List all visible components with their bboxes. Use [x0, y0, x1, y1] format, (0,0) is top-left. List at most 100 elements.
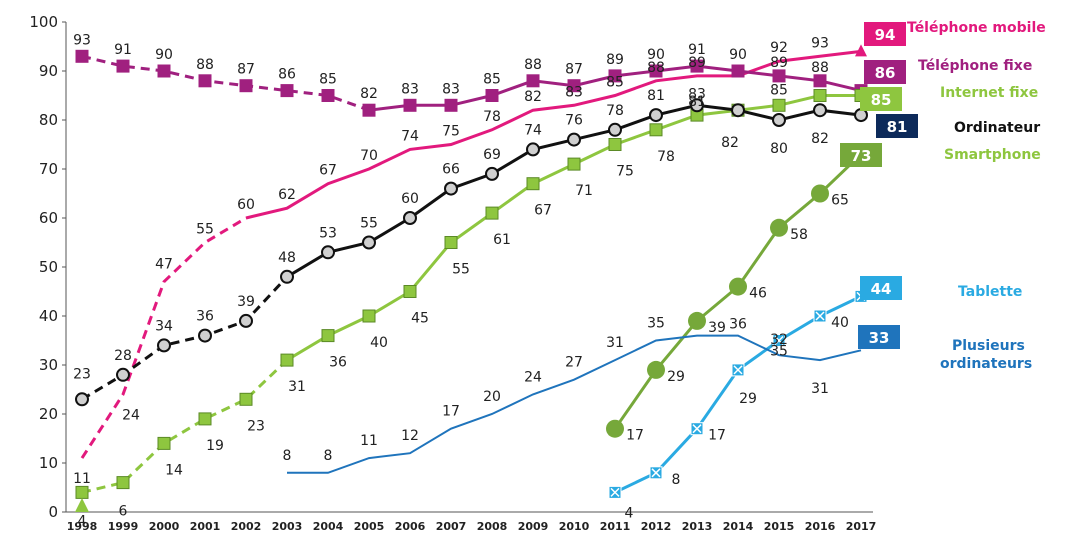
data-point: [280, 84, 294, 98]
data-label: 48: [278, 250, 296, 266]
series-line: [286, 103, 862, 279]
data-label: 74: [524, 122, 542, 138]
x-tick-label: 2014: [723, 520, 754, 533]
series-line-dashed: [81, 275, 289, 401]
data-point: [567, 132, 581, 147]
y-tick-label: 60: [39, 209, 58, 227]
data-point: [75, 392, 89, 407]
data-point: [280, 353, 294, 367]
data-label: 4: [78, 513, 87, 529]
data-point: [567, 79, 581, 93]
data-label: 45: [411, 311, 429, 327]
data-point: [772, 113, 786, 127]
data-label: 24: [524, 369, 542, 385]
data-point-cross: [774, 335, 784, 346]
y-tick-label: 20: [39, 405, 58, 423]
data-label: 36: [329, 355, 347, 371]
data-label: 20: [483, 389, 501, 405]
data-label: 24: [122, 407, 140, 423]
series-line-dashed: [81, 54, 370, 112]
data-label: 31: [288, 379, 306, 395]
data-label: 93: [73, 32, 91, 48]
legend-value-box: [860, 87, 902, 111]
data-label: 17: [442, 404, 460, 420]
data-label: 82: [524, 89, 542, 105]
data-point: [526, 142, 540, 157]
data-point: [403, 98, 417, 112]
data-point: [608, 69, 622, 83]
data-label: 31: [606, 335, 624, 351]
data-label: 14: [165, 462, 183, 478]
data-label: 40: [831, 315, 849, 331]
legend-series-name: Téléphone fixe: [918, 58, 1032, 74]
data-label: 8: [283, 448, 292, 464]
data-label: 11: [360, 433, 378, 449]
y-tick-label: 0: [48, 503, 58, 521]
data-label: 83: [688, 86, 706, 102]
data-label: 55: [452, 262, 470, 278]
data-point: [321, 245, 335, 260]
data-label: 89: [770, 55, 788, 71]
data-point: [690, 98, 704, 113]
data-point: [567, 157, 581, 171]
data-label: 86: [278, 67, 296, 83]
y-tick-label: 40: [39, 307, 58, 325]
data-point: [647, 360, 665, 379]
data-label: 8: [324, 448, 333, 464]
data-point-cross: [610, 487, 620, 497]
data-label: 46: [749, 286, 767, 302]
data-point: [485, 89, 499, 102]
series-markers: [75, 44, 870, 512]
data-point: [198, 412, 212, 426]
data-label: 19: [206, 438, 224, 454]
legend: 94 Téléphone mobile 86 Téléphone fixe 85 Inte…: [840, 20, 1046, 372]
data-label: 71: [575, 183, 593, 199]
y-tick-label: 80: [39, 111, 58, 129]
data-point: [688, 311, 706, 330]
data-point-cross: [651, 468, 661, 478]
data-point: [729, 277, 747, 296]
data-label: 83: [401, 81, 419, 97]
data-label: 39: [237, 294, 255, 310]
data-label: 29: [739, 391, 757, 407]
legend-value-box: [840, 143, 882, 167]
data-point: [608, 138, 622, 151]
data-label: 80: [770, 141, 788, 157]
data-point: [772, 69, 786, 83]
data-label: 75: [442, 124, 460, 140]
data-point-cross: [692, 424, 702, 434]
data-label: 35: [770, 344, 788, 360]
data-label: 76: [565, 113, 583, 129]
data-point: [75, 485, 89, 499]
series-line-dashed: [80, 216, 247, 459]
x-tick-label: 2008: [477, 520, 508, 533]
data-label: 91: [688, 42, 706, 58]
data-label: 85: [319, 72, 337, 88]
x-tick-label: 2017: [846, 520, 877, 533]
data-label: 91: [114, 42, 132, 58]
data-label: 82: [811, 131, 829, 147]
data-label: 88: [647, 60, 665, 76]
x-tick-label: 2000: [149, 520, 180, 533]
data-label: 40: [370, 335, 388, 351]
data-label: 35: [647, 316, 665, 332]
legend-value: 94: [875, 26, 896, 44]
data-label: 89: [606, 52, 624, 68]
data-label: 70: [360, 148, 378, 164]
legend-value: 33: [869, 329, 890, 347]
data-label: 6: [119, 504, 128, 520]
data-point: [116, 476, 130, 490]
data-point-cross: [733, 365, 743, 375]
legend-value: 86: [875, 64, 896, 82]
data-label: 58: [790, 227, 808, 243]
legend-value-box: [858, 325, 900, 349]
y-tick-label: 30: [39, 356, 58, 374]
data-label: 23: [73, 366, 91, 382]
data-point: [75, 49, 89, 63]
data-label: 74: [401, 128, 419, 144]
data-point: [813, 89, 827, 102]
data-point: [649, 64, 663, 78]
legend-series-name: Ordinateur: [954, 120, 1040, 136]
x-tick-label: 2012: [641, 520, 672, 533]
